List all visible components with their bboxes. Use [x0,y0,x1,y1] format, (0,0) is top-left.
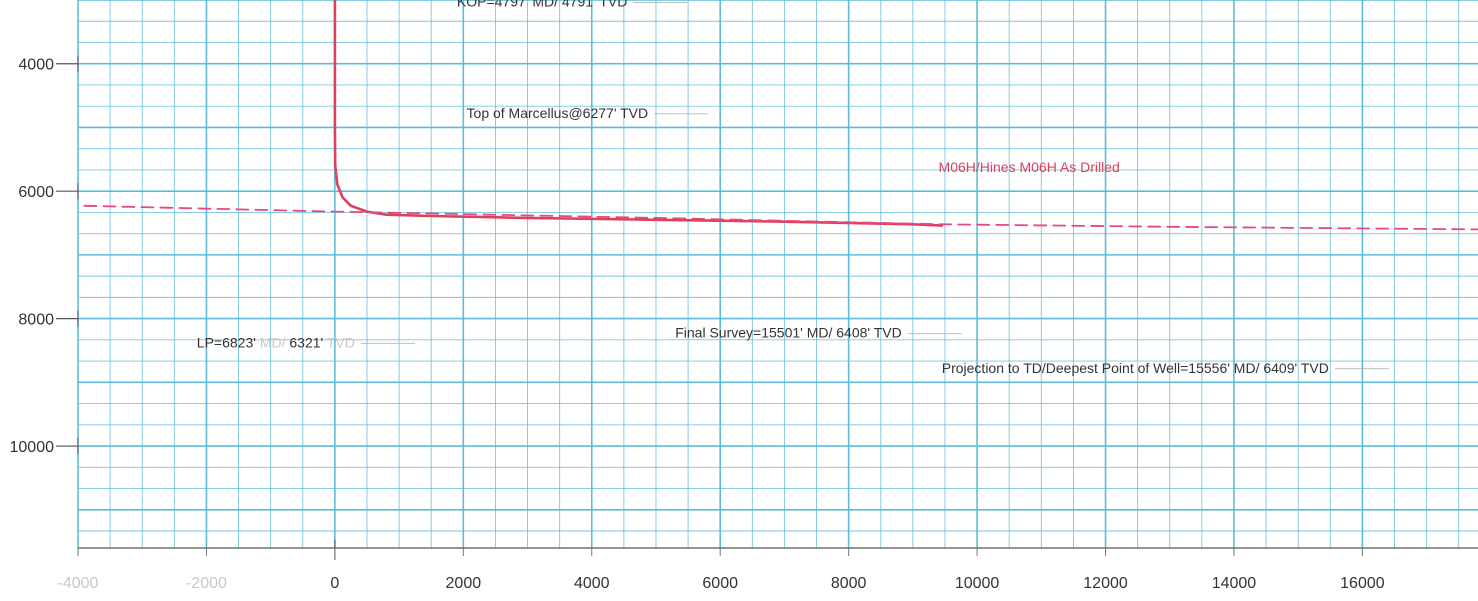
axes: -4000 -2000 0 2000 4000 6000 8000 10000 12000 140… [10,55,1478,592]
annotation-part: 6321' [285,334,323,350]
x-tick-label: 0 [330,575,339,592]
annotation-part: MD/ [256,334,286,350]
x-tick-label: 12000 [1083,575,1128,592]
y-tick-label: 8000 [18,312,54,329]
target-line [83,204,1478,231]
annotation-part: LP=6823' [197,334,256,350]
annotations: KOP=4797' MD/ 4791' TVD Top of Marcellus@… [197,0,1389,376]
annotation-label: Top of Marcellus@6277' TVD [467,105,649,121]
annotation-part: TVD [323,334,355,350]
x-tick-label: 8000 [831,575,867,592]
x-tick-label: 16000 [1340,575,1385,592]
y-tick-label: 10000 [10,439,55,456]
well-path-line [333,0,944,227]
series-label: M06H/Hines M06H As Drilled [939,159,1120,175]
y-tick-label: 4000 [18,57,54,74]
x-tick-label: -2000 [186,575,227,592]
annotation-label: Projection to TD/Deepest Point of Well=1… [942,360,1329,376]
series-group [83,0,1478,231]
x-tick-label: 4000 [574,575,610,592]
grid [77,0,1478,548]
annotation-label: KOP=4797' MD/ 4791' TVD [457,0,627,9]
annotation-label: LP=6823' MD/ 6321' TVD [197,334,355,350]
x-tick-label: 14000 [1212,575,1257,592]
x-tick-label: 10000 [955,575,1000,592]
x-tick-label: 2000 [446,575,482,592]
x-tick-label: 6000 [702,575,738,592]
y-tick-label: 6000 [18,184,54,201]
x-tick-label: -4000 [58,575,99,592]
annotation-label: Final Survey=15501' MD/ 6408' TVD [675,325,901,341]
